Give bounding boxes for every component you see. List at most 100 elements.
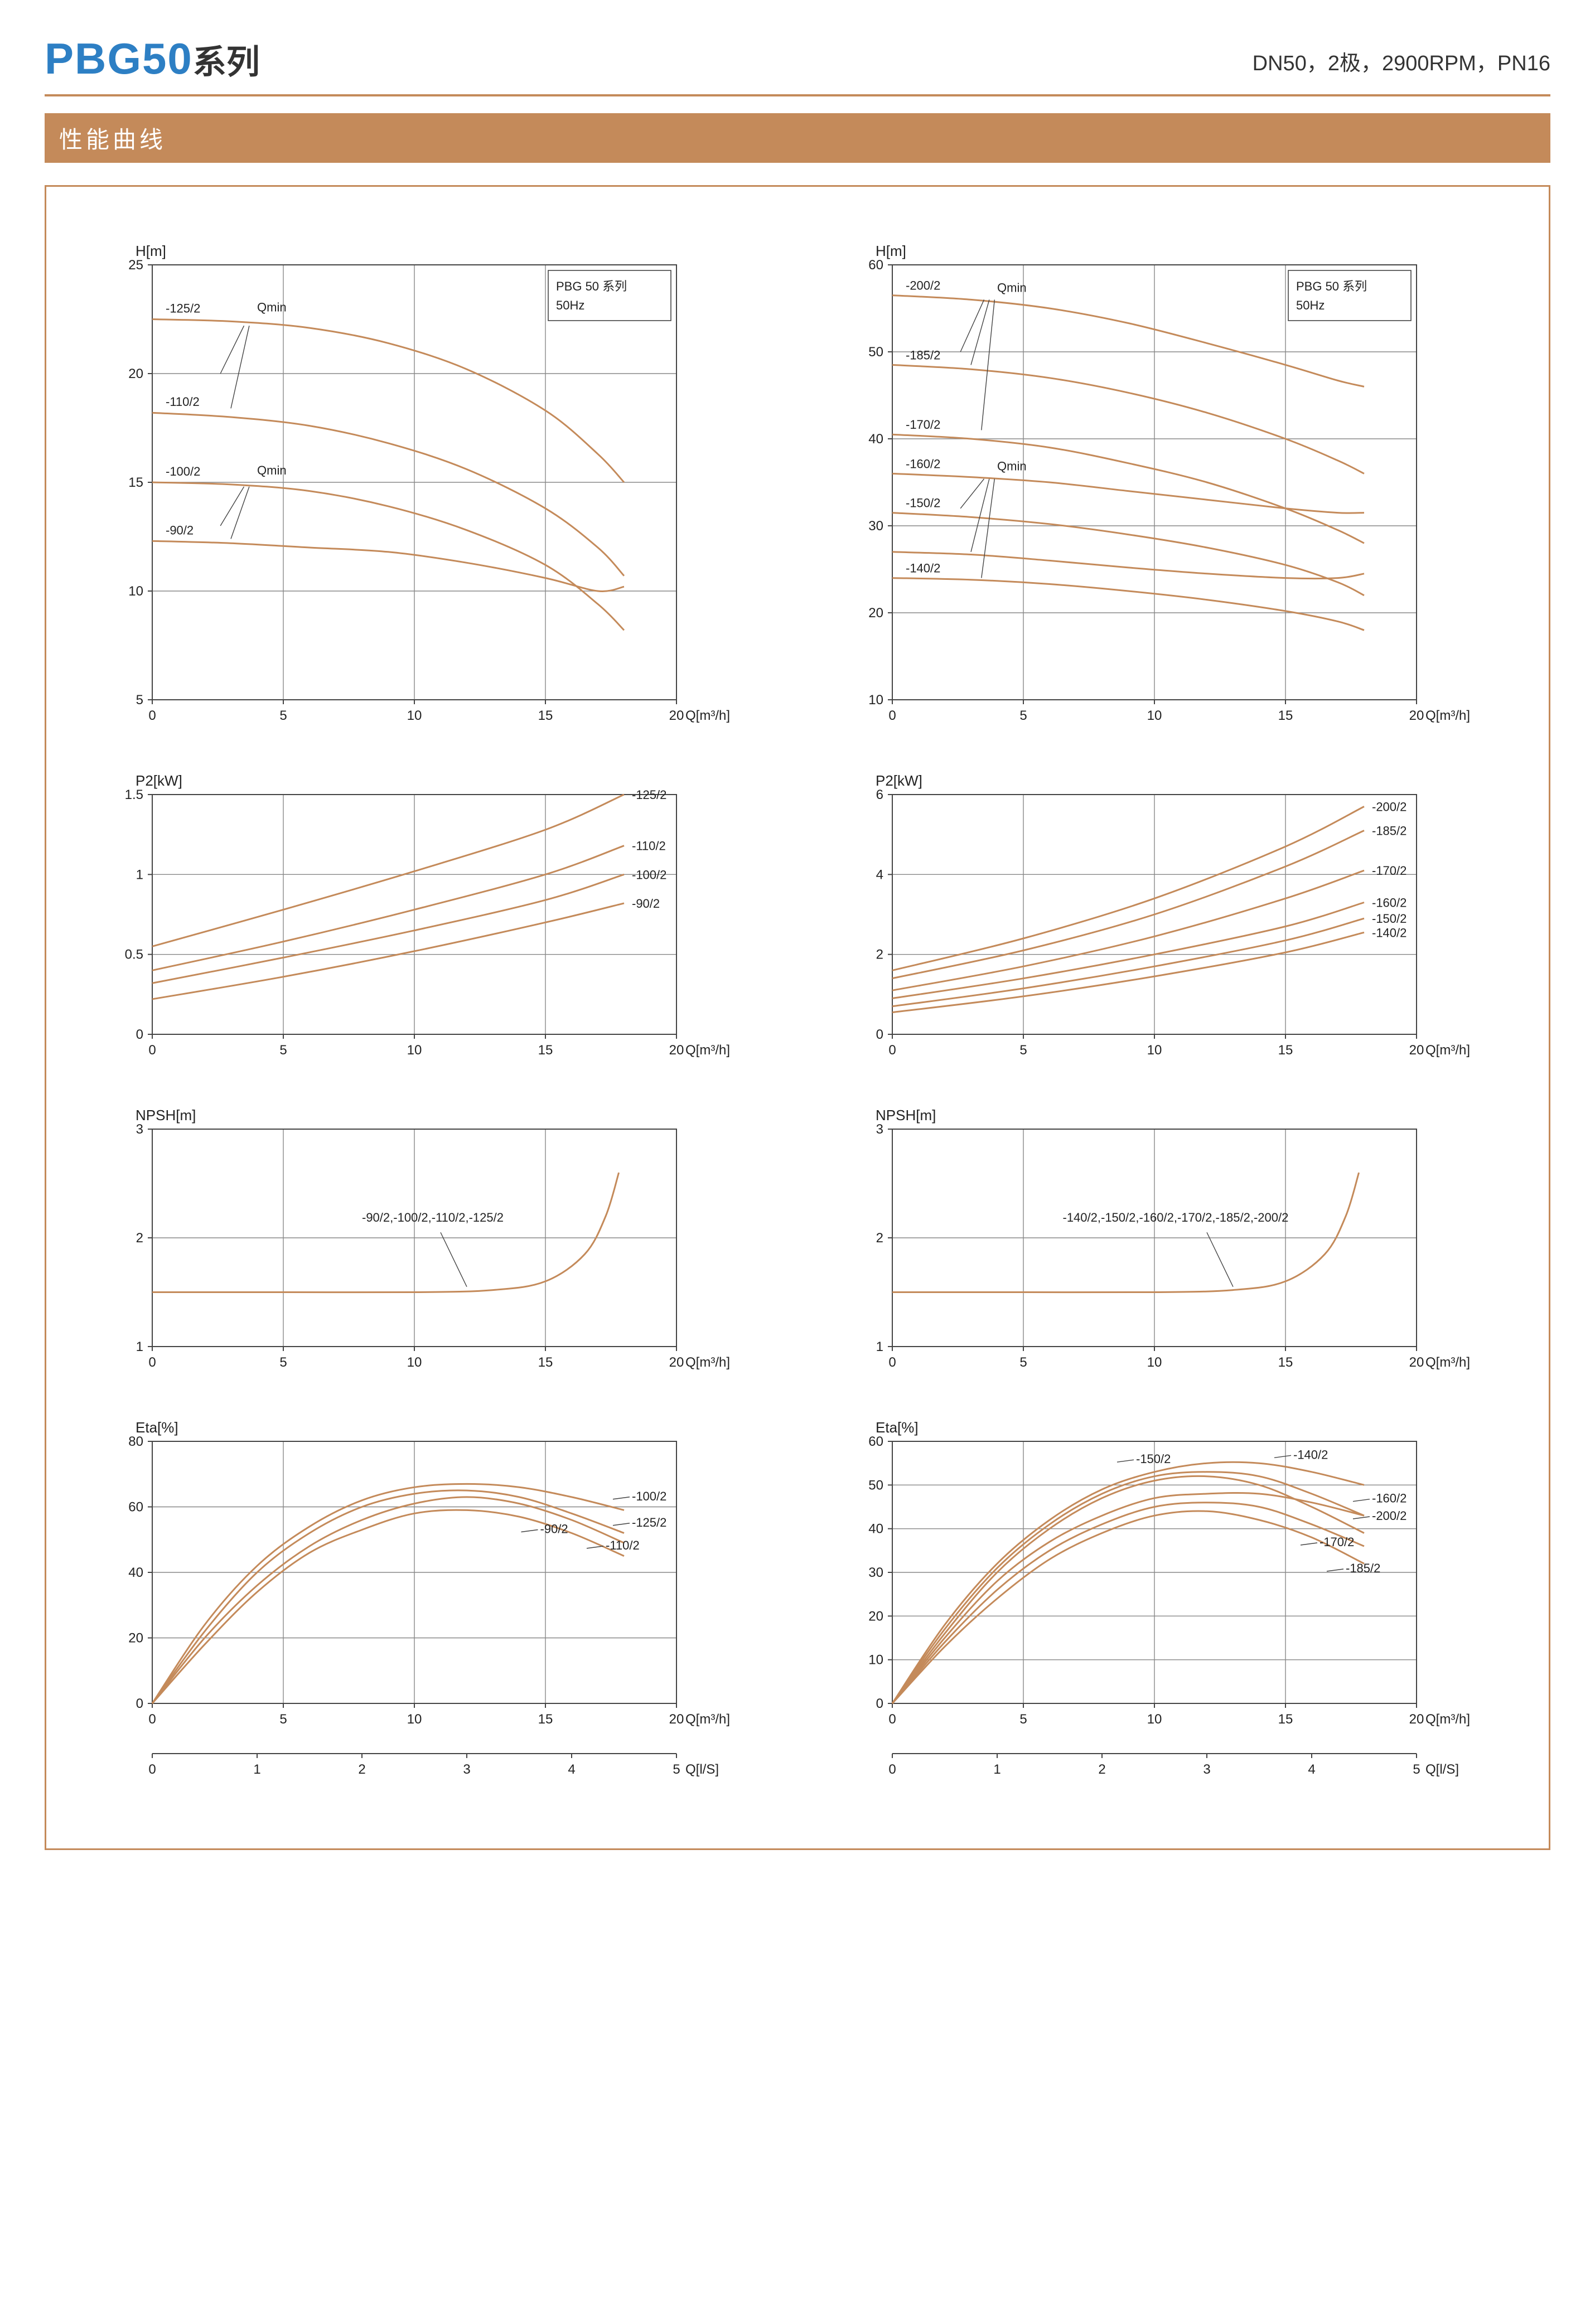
svg-text:5: 5 <box>279 708 287 723</box>
svg-text:15: 15 <box>1278 708 1293 723</box>
svg-text:15: 15 <box>538 1355 553 1370</box>
svg-text:Q[m³/h]: Q[m³/h] <box>685 708 730 723</box>
svg-text:2: 2 <box>136 1231 143 1246</box>
title-main: PBG50 <box>45 34 193 83</box>
svg-text:-185/2: -185/2 <box>1346 1561 1380 1575</box>
chart-eta-right: 051015200102030405060Eta[%]Q[m³/h]012345… <box>831 1413 1504 1815</box>
svg-text:Qmin: Qmin <box>257 301 287 314</box>
svg-text:0: 0 <box>876 1696 883 1711</box>
svg-text:Q[m³/h]: Q[m³/h] <box>1425 708 1470 723</box>
svg-text:0: 0 <box>148 1762 156 1777</box>
title-suffix: 系列 <box>193 43 260 81</box>
svg-text:1: 1 <box>136 867 143 882</box>
svg-text:4: 4 <box>876 867 883 882</box>
svg-text:Q[m³/h]: Q[m³/h] <box>685 1043 730 1058</box>
svg-text:Q[l/S]: Q[l/S] <box>685 1762 719 1777</box>
svg-text:10: 10 <box>407 708 422 723</box>
svg-text:15: 15 <box>1278 1043 1293 1058</box>
svg-text:80: 80 <box>128 1434 143 1449</box>
svg-text:0: 0 <box>888 1762 896 1777</box>
svg-text:0: 0 <box>148 1712 156 1727</box>
chart-h-left: 05101520510152025H[m]Q[m³/h]-125/2-110/2… <box>91 231 764 744</box>
svg-text:6: 6 <box>876 787 883 802</box>
svg-text:0: 0 <box>136 1696 143 1711</box>
svg-text:Qmin: Qmin <box>257 463 287 477</box>
svg-text:Q[l/S]: Q[l/S] <box>1425 1762 1459 1777</box>
svg-text:5: 5 <box>1413 1762 1420 1777</box>
svg-text:0: 0 <box>888 1712 896 1727</box>
svg-text:P2[kW]: P2[kW] <box>876 772 922 789</box>
svg-text:-160/2: -160/2 <box>1372 896 1406 910</box>
svg-text:10: 10 <box>128 584 143 599</box>
svg-text:1: 1 <box>136 1339 143 1354</box>
svg-text:1.5: 1.5 <box>125 787 143 802</box>
svg-text:-200/2: -200/2 <box>1372 800 1406 814</box>
svg-text:5: 5 <box>279 1712 287 1727</box>
svg-text:-200/2: -200/2 <box>906 279 940 293</box>
svg-text:1: 1 <box>993 1762 1000 1777</box>
svg-text:20: 20 <box>1409 1355 1424 1370</box>
svg-text:3: 3 <box>463 1762 470 1777</box>
svg-text:60: 60 <box>128 1500 143 1515</box>
svg-text:-150/2: -150/2 <box>906 496 940 510</box>
svg-text:0: 0 <box>148 1355 156 1370</box>
svg-text:0: 0 <box>148 1043 156 1058</box>
svg-text:Q[m³/h]: Q[m³/h] <box>1425 1043 1470 1058</box>
svg-text:0: 0 <box>148 708 156 723</box>
header-specs: DN50，2极，2900RPM，PN16 <box>1253 46 1550 84</box>
svg-text:-140/2: -140/2 <box>1372 926 1406 940</box>
svg-text:-200/2: -200/2 <box>1372 1509 1406 1523</box>
svg-text:50: 50 <box>868 1478 883 1493</box>
svg-text:Qmin: Qmin <box>997 459 1027 473</box>
svg-text:H[m]: H[m] <box>136 243 166 259</box>
charts-grid: 05101520510152025H[m]Q[m³/h]-125/2-110/2… <box>91 231 1504 1815</box>
chart-eta-left: 05101520020406080Eta[%]Q[m³/h]012345Q[l/… <box>91 1413 764 1815</box>
svg-text:50Hz: 50Hz <box>556 298 584 312</box>
svg-text:P2[kW]: P2[kW] <box>136 772 182 789</box>
svg-text:20: 20 <box>669 708 684 723</box>
svg-text:25: 25 <box>128 258 143 273</box>
svg-text:15: 15 <box>538 708 553 723</box>
svg-text:10: 10 <box>868 1653 883 1668</box>
chart-npsh-left: 05101520123NPSH[m]Q[m³/h]-90/2,-100/2,-1… <box>91 1101 764 1391</box>
svg-text:-160/2: -160/2 <box>1372 1492 1406 1505</box>
svg-text:20: 20 <box>669 1043 684 1058</box>
svg-text:3: 3 <box>1203 1762 1210 1777</box>
svg-text:-170/2: -170/2 <box>906 418 940 432</box>
svg-text:20: 20 <box>669 1712 684 1727</box>
svg-text:Q[m³/h]: Q[m³/h] <box>685 1355 730 1370</box>
svg-text:10: 10 <box>407 1355 422 1370</box>
svg-text:2: 2 <box>1098 1762 1105 1777</box>
svg-text:-125/2: -125/2 <box>166 302 200 316</box>
header-row: PBG50系列 DN50，2极，2900RPM，PN16 <box>45 33 1550 94</box>
svg-text:-140/2: -140/2 <box>906 561 940 575</box>
svg-text:-160/2: -160/2 <box>906 457 940 471</box>
svg-text:Q[m³/h]: Q[m³/h] <box>1425 1712 1470 1727</box>
svg-text:Q[m³/h]: Q[m³/h] <box>1425 1355 1470 1370</box>
svg-text:-150/2: -150/2 <box>1136 1452 1171 1466</box>
svg-text:3: 3 <box>876 1122 883 1137</box>
svg-text:-170/2: -170/2 <box>1320 1535 1354 1549</box>
svg-text:60: 60 <box>868 1434 883 1449</box>
svg-text:-100/2: -100/2 <box>166 464 200 478</box>
svg-text:-140/2: -140/2 <box>1293 1447 1328 1461</box>
svg-text:20: 20 <box>669 1355 684 1370</box>
chart-p-right: 051015200246P2[kW]Q[m³/h]-200/2-185/2-17… <box>831 767 1504 1079</box>
svg-text:30: 30 <box>868 519 883 534</box>
svg-text:10: 10 <box>1147 1043 1162 1058</box>
divider-top <box>45 94 1550 96</box>
svg-text:60: 60 <box>868 258 883 273</box>
svg-text:Qmin: Qmin <box>997 281 1027 295</box>
svg-text:15: 15 <box>128 475 143 490</box>
svg-text:-185/2: -185/2 <box>906 348 940 362</box>
svg-text:20: 20 <box>868 1609 883 1624</box>
svg-text:5: 5 <box>1019 1043 1027 1058</box>
svg-text:2: 2 <box>876 947 883 962</box>
svg-text:10: 10 <box>868 693 883 708</box>
svg-text:10: 10 <box>1147 1712 1162 1727</box>
svg-text:15: 15 <box>538 1043 553 1058</box>
svg-text:-90/2: -90/2 <box>166 523 194 537</box>
svg-text:4: 4 <box>568 1762 575 1777</box>
svg-text:15: 15 <box>1278 1712 1293 1727</box>
svg-text:H[m]: H[m] <box>876 243 906 259</box>
